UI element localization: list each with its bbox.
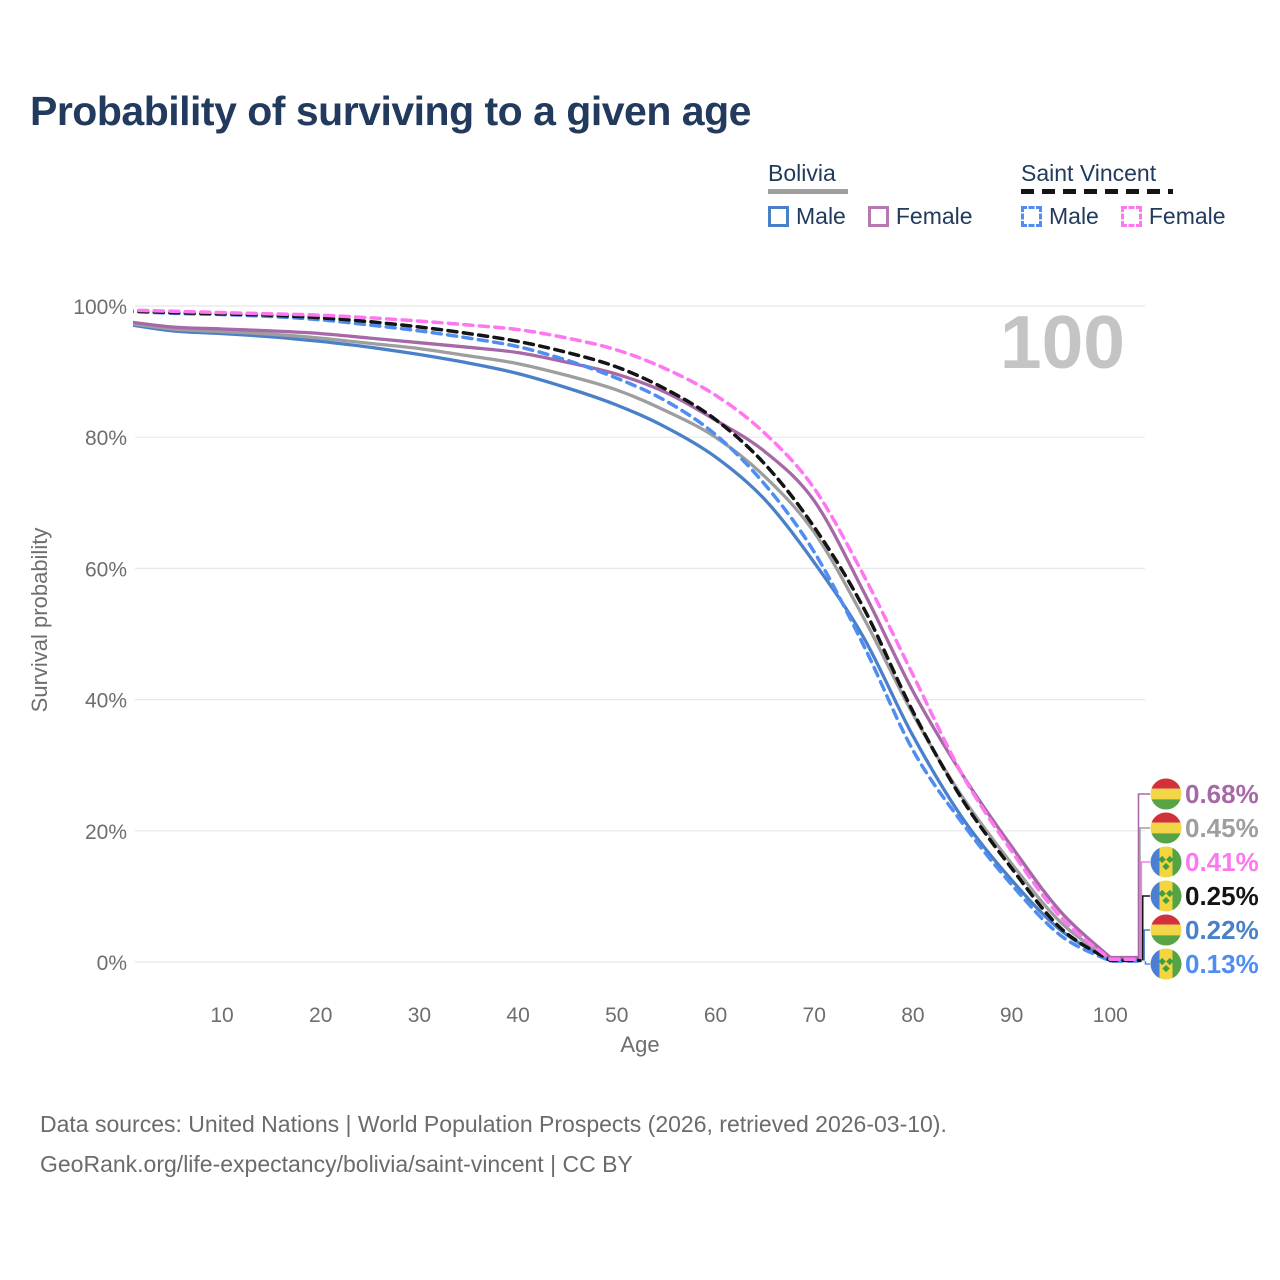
legend-group-title-bolivia: Bolivia [768, 160, 836, 186]
series-line-bolivia-female [133, 320, 1142, 960]
x-tick-label-50: 50 [605, 1004, 628, 1027]
x-tick-label-20: 20 [309, 1004, 332, 1027]
y-tick-label-40: 40% [85, 690, 127, 713]
legend-label-saint-vincent-male: Male [1049, 203, 1099, 229]
y-tick-label-100: 100% [73, 296, 127, 319]
series-line-bolivia-total [133, 322, 1142, 961]
legend-label-bolivia-female: Female [895, 203, 973, 229]
end-label-connector-bolivia-female [1137, 793, 1150, 958]
legend-underline-bolivia [768, 189, 848, 194]
survival-chart: 0% 20% 40% 60% 80% 100% 10 20 30 40 50 60 70 80 90 100 A… [27, 296, 1259, 1057]
series-line-sv-female [133, 308, 1142, 962]
y-axis-title: Survival probability [27, 528, 52, 713]
end-label-value-bolivia-total: 0.45% [1185, 813, 1259, 843]
x-tick-label-80: 80 [901, 1004, 924, 1027]
end-label-value-bolivia-female: 0.68% [1185, 779, 1259, 809]
legend-group-saint-vincent: Saint Vincent Male Female [1021, 160, 1226, 230]
x-tick-label-40: 40 [506, 1004, 529, 1027]
flag-icon-saint-vincent [1150, 880, 1182, 912]
y-tick-label-0: 0% [97, 952, 127, 975]
x-tick-label-70: 70 [803, 1004, 826, 1027]
y-tick-label-60: 60% [85, 558, 127, 581]
y-tick-label-80: 80% [85, 427, 127, 450]
legend-swatch-bolivia-female [867, 206, 889, 227]
legend-underline-saint-vincent [1021, 189, 1173, 194]
flag-icon-bolivia [1150, 914, 1182, 946]
series-line-sv-total [133, 309, 1142, 963]
age-cursor-watermark: 100 [1000, 300, 1125, 384]
legend-label-saint-vincent-female: Female [1148, 203, 1226, 229]
legend-label-bolivia-male: Male [796, 203, 846, 229]
series-line-bolivia-male [133, 323, 1142, 963]
footer-attribution-link[interactable]: GeoRank.org/life-expectancy/bolivia/sain… [40, 1151, 633, 1177]
legend-swatch-saint-vincent-male [1021, 206, 1042, 227]
legend-swatch-bolivia-male [768, 206, 789, 227]
x-tick-label-60: 60 [704, 1004, 727, 1027]
footer-data-sources: Data sources: United Nations | World Pop… [40, 1111, 947, 1137]
legend-item-saint-vincent-male[interactable]: Male [1021, 203, 1099, 230]
end-labels: 0.68% 0.45% 0.41% 0.25% 0.22% 0.13% [1137, 778, 1259, 980]
end-label-value-sv-total: 0.25% [1185, 881, 1259, 911]
legend-item-bolivia-male[interactable]: Male [768, 203, 846, 230]
end-label-connector-bolivia-male [1143, 929, 1150, 961]
x-tick-label-10: 10 [210, 1004, 233, 1027]
footer: Data sources: United Nations | World Pop… [40, 1104, 947, 1184]
end-label-value-sv-female: 0.41% [1185, 847, 1259, 877]
series-line-sv-male [133, 309, 1142, 963]
legend-item-saint-vincent-female[interactable]: Female [1120, 203, 1226, 230]
legend-group-bolivia: Bolivia Male Female [768, 160, 973, 230]
legend-item-bolivia-female[interactable]: Female [867, 203, 973, 230]
x-tick-label-100: 100 [1093, 1004, 1128, 1027]
y-tick-label-20: 20% [85, 821, 127, 844]
end-label-connector-sv-female [1140, 861, 1150, 960]
legend: Bolivia Male Female Saint Vincent Male [0, 160, 1280, 250]
end-label-value-bolivia-male: 0.22% [1185, 915, 1259, 945]
x-tick-label-30: 30 [408, 1004, 431, 1027]
legend-group-title-saint-vincent: Saint Vincent [1021, 160, 1157, 186]
end-label-connector-sv-total [1141, 895, 1150, 961]
flag-icon-bolivia [1150, 812, 1182, 844]
flag-icon-saint-vincent [1150, 948, 1182, 980]
page-title: Probability of surviving to a given age [30, 88, 751, 134]
end-label-value-sv-male: 0.13% [1185, 949, 1259, 979]
end-label-connector-sv-male [1144, 961, 1150, 965]
legend-swatch-saint-vincent-female [1120, 206, 1142, 227]
flag-icon-saint-vincent [1150, 846, 1182, 878]
end-label-connector-bolivia-total [1139, 827, 1150, 959]
x-tick-label-90: 90 [1000, 1004, 1023, 1027]
x-axis-title: Age [620, 1032, 659, 1057]
flag-icon-bolivia [1150, 778, 1182, 810]
